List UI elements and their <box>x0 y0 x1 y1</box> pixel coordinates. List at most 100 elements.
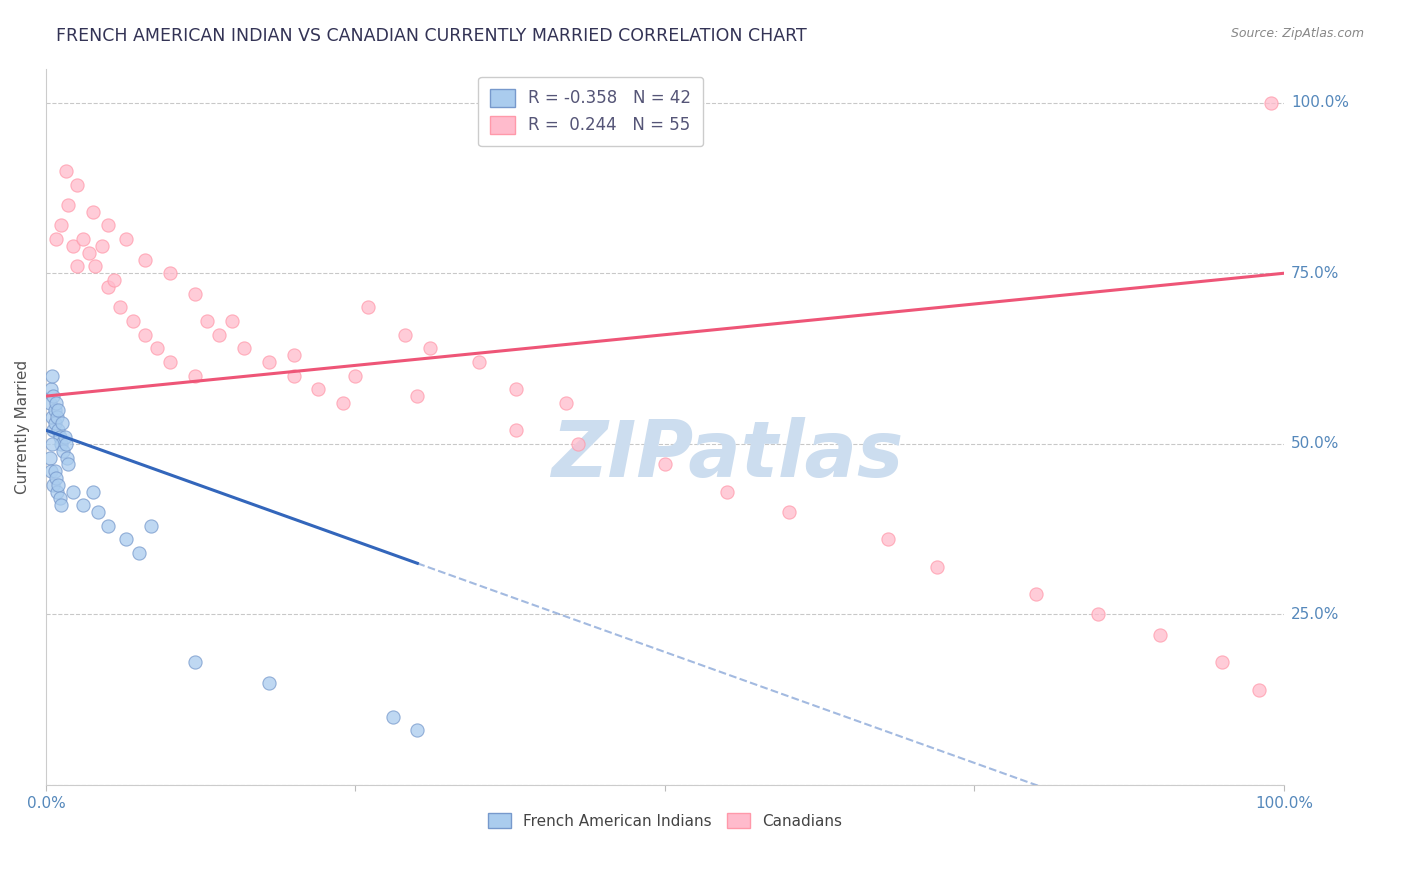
Point <box>44 402 66 417</box>
Point <box>39 382 62 396</box>
Point <box>141 518 163 533</box>
Point <box>82 484 104 499</box>
Point <box>48 402 70 417</box>
Point <box>49 219 72 233</box>
Point <box>84 260 107 274</box>
Point <box>876 533 898 547</box>
Point <box>121 314 143 328</box>
Point <box>159 266 181 280</box>
Point <box>554 396 576 410</box>
Point <box>46 484 69 499</box>
Point <box>115 232 138 246</box>
Point <box>128 546 150 560</box>
Point <box>90 239 112 253</box>
Text: Source: ZipAtlas.com: Source: ZipAtlas.com <box>1230 27 1364 40</box>
Point <box>233 341 256 355</box>
Point <box>45 232 67 246</box>
Point <box>146 341 169 355</box>
Point <box>505 382 527 396</box>
Point <box>62 239 84 253</box>
Text: 50.0%: 50.0% <box>1291 436 1339 451</box>
Point <box>1249 682 1271 697</box>
Point <box>183 368 205 383</box>
Point <box>115 533 138 547</box>
Point <box>283 348 305 362</box>
Point <box>1025 587 1047 601</box>
Point <box>72 232 94 246</box>
Point <box>55 164 77 178</box>
Point <box>716 484 738 499</box>
Point <box>1211 655 1233 669</box>
Text: 75.0%: 75.0% <box>1291 266 1339 281</box>
Point <box>381 710 404 724</box>
Point <box>49 498 72 512</box>
Text: FRENCH AMERICAN INDIAN VS CANADIAN CURRENTLY MARRIED CORRELATION CHART: FRENCH AMERICAN INDIAN VS CANADIAN CURRE… <box>56 27 807 45</box>
Point <box>134 252 156 267</box>
Point <box>283 368 305 383</box>
Point <box>419 341 441 355</box>
Point <box>332 396 354 410</box>
Point <box>45 396 67 410</box>
Point <box>42 423 65 437</box>
Point <box>44 464 66 478</box>
Point <box>468 355 491 369</box>
Point <box>53 430 76 444</box>
Point <box>357 301 380 315</box>
Point <box>42 389 65 403</box>
Point <box>66 178 89 192</box>
Point <box>183 655 205 669</box>
Point <box>159 355 181 369</box>
Y-axis label: Currently Married: Currently Married <box>15 359 30 494</box>
Point <box>51 417 73 431</box>
Point <box>183 286 205 301</box>
Text: 100.0%: 100.0% <box>1291 95 1348 110</box>
Point <box>48 478 70 492</box>
Point <box>42 478 65 492</box>
Text: ZIPatlas: ZIPatlas <box>551 417 903 493</box>
Point <box>505 423 527 437</box>
Point <box>208 327 231 342</box>
Point <box>41 437 63 451</box>
Point <box>46 409 69 424</box>
Point <box>48 491 70 506</box>
Point <box>38 396 60 410</box>
Point <box>38 450 60 465</box>
Point <box>307 382 329 396</box>
Point <box>1087 607 1109 622</box>
Point <box>778 505 800 519</box>
Point <box>66 260 89 274</box>
Point <box>257 675 280 690</box>
Point <box>45 471 67 485</box>
Point <box>97 518 120 533</box>
Legend: French American Indians, Canadians: French American Indians, Canadians <box>482 806 848 835</box>
Point <box>39 464 62 478</box>
Point <box>97 280 120 294</box>
Point <box>406 723 429 738</box>
Point <box>41 368 63 383</box>
Point <box>257 355 280 369</box>
Point <box>134 327 156 342</box>
Point <box>195 314 218 328</box>
Text: 25.0%: 25.0% <box>1291 607 1339 622</box>
Point <box>58 458 80 472</box>
Point <box>97 219 120 233</box>
Point <box>62 484 84 499</box>
Point <box>72 498 94 512</box>
Point <box>49 437 72 451</box>
Point <box>56 450 79 465</box>
Point <box>41 409 63 424</box>
Point <box>1260 95 1282 110</box>
Point <box>48 430 70 444</box>
Point <box>82 204 104 219</box>
Point <box>58 198 80 212</box>
Point <box>406 389 429 403</box>
Point <box>48 423 70 437</box>
Point <box>221 314 243 328</box>
Point <box>52 443 75 458</box>
Point <box>87 505 110 519</box>
Point <box>55 437 77 451</box>
Point <box>654 458 676 472</box>
Point <box>110 301 132 315</box>
Point <box>344 368 367 383</box>
Point <box>394 327 416 342</box>
